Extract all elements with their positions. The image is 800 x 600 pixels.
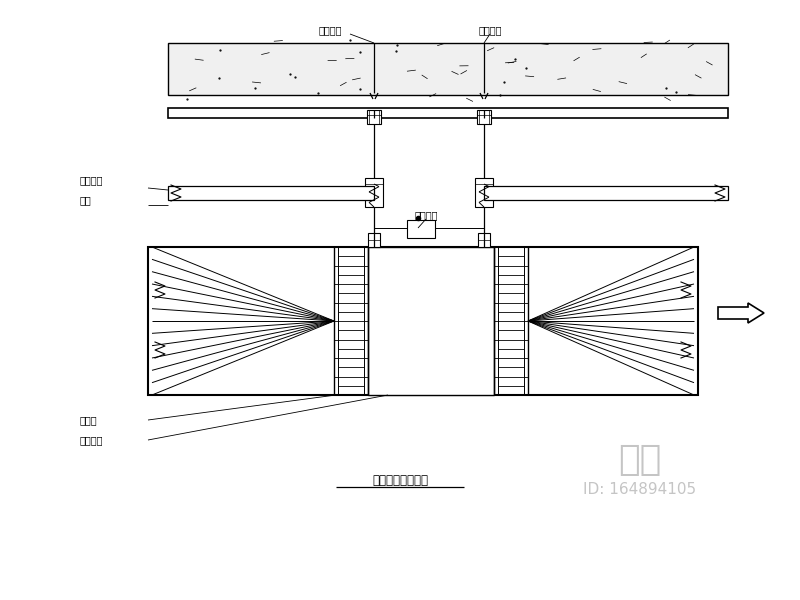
Bar bbox=[365, 178, 383, 207]
Text: 软接管: 软接管 bbox=[80, 415, 98, 425]
Polygon shape bbox=[718, 303, 764, 323]
Bar bbox=[168, 108, 728, 118]
Text: 槽钢吊架: 槽钢吊架 bbox=[478, 25, 502, 35]
Bar bbox=[168, 43, 728, 95]
Bar bbox=[367, 110, 381, 124]
Text: 轴流风机安装详图: 轴流风机安装详图 bbox=[372, 473, 428, 487]
Text: 急停开关: 急停开关 bbox=[415, 210, 438, 220]
Bar bbox=[368, 233, 380, 247]
Bar bbox=[477, 110, 491, 124]
Text: ID: 164894105: ID: 164894105 bbox=[583, 482, 697, 497]
Bar bbox=[478, 233, 490, 247]
Bar bbox=[407, 220, 435, 238]
Bar bbox=[168, 186, 374, 200]
Text: 弹簧吊钩: 弹簧吊钩 bbox=[80, 175, 103, 185]
Bar bbox=[475, 178, 493, 207]
Text: 轴流风机: 轴流风机 bbox=[80, 435, 103, 445]
Bar bbox=[148, 247, 698, 395]
Bar bbox=[368, 247, 494, 395]
Text: 吊杆: 吊杆 bbox=[80, 195, 92, 205]
Text: 知末: 知末 bbox=[618, 443, 662, 477]
Bar bbox=[484, 186, 728, 200]
Text: 膨胀螺栓: 膨胀螺栓 bbox=[318, 25, 342, 35]
